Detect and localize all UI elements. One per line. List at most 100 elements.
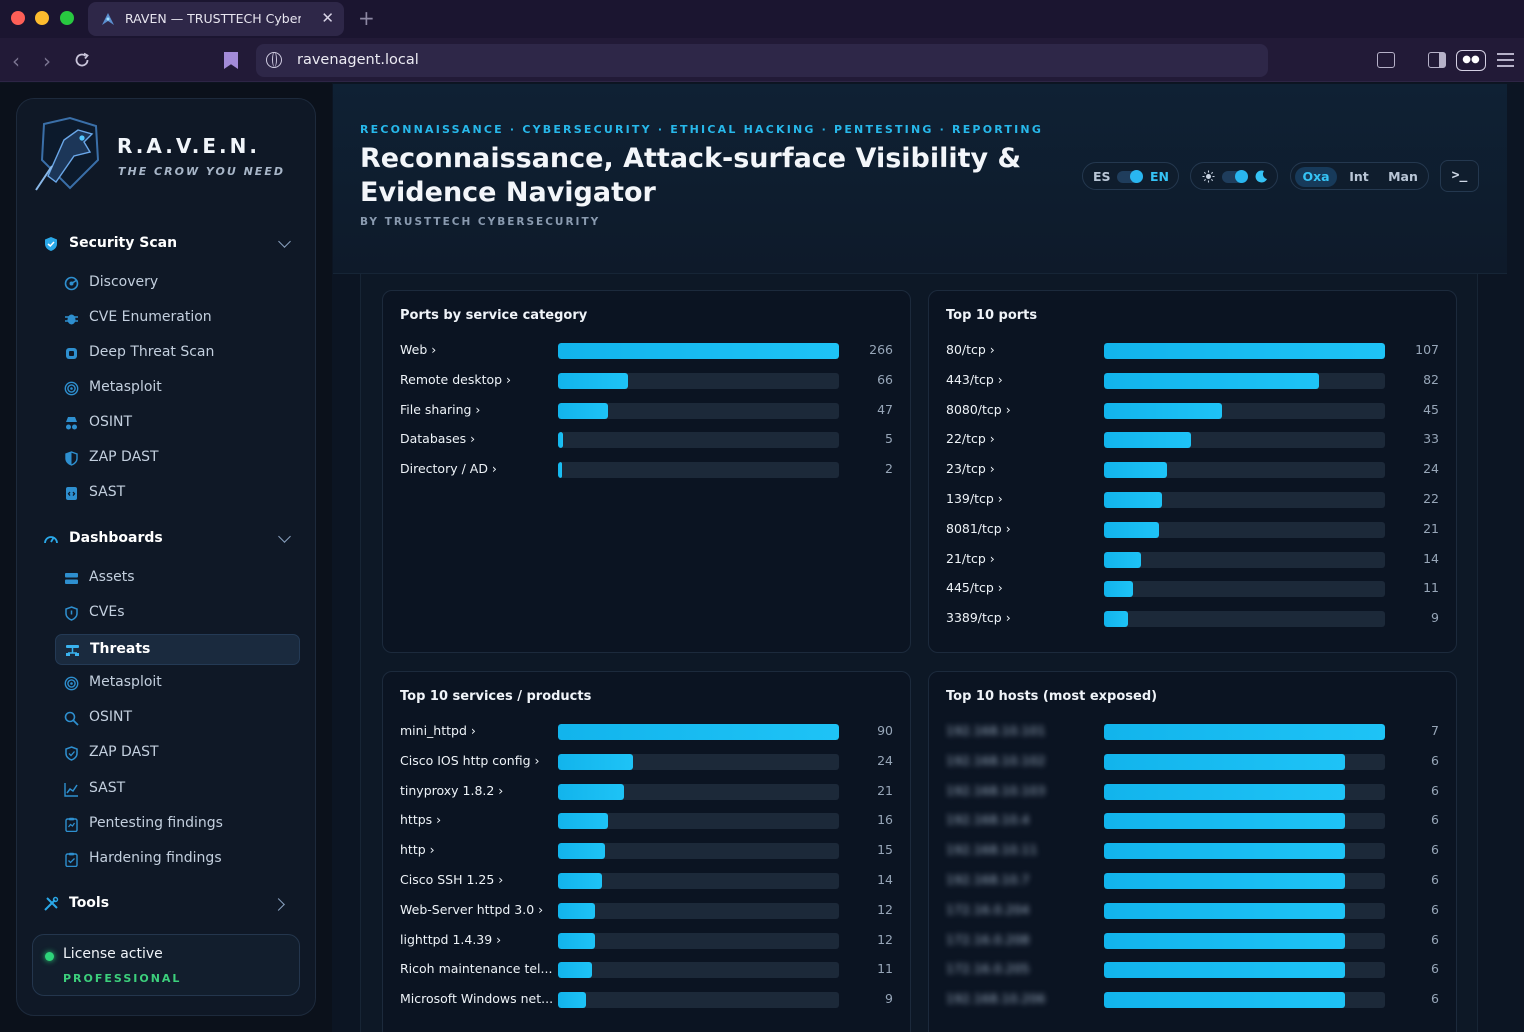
address-bar[interactable]: ravenagent.local — [256, 44, 1268, 77]
bar-label[interactable]: tinyproxy 1.8.2 › — [400, 782, 504, 798]
mode-selector[interactable]: Oxa Int Man — [1290, 162, 1429, 190]
sidebar-item-metasploit-dashboard[interactable]: Metasploit — [55, 668, 300, 699]
bar-row[interactable]: 172.16.0.208 6 — [929, 931, 1456, 951]
theme-toggle[interactable] — [1190, 162, 1278, 190]
bar-row[interactable]: Ricoh maintenance tel... › 11 — [383, 960, 910, 980]
sidebar-item-hardening-findings[interactable]: Hardening findings — [55, 844, 300, 875]
bar-label[interactable]: Ricoh maintenance tel... › — [400, 961, 554, 977]
bar-row[interactable]: Directory / AD › 2 — [383, 460, 910, 480]
back-icon[interactable]: ‹ — [12, 49, 20, 73]
sidebar-item-zap-dast-dashboard[interactable]: ZAP DAST — [55, 738, 300, 769]
reader-view-icon[interactable] — [1377, 52, 1395, 68]
bar-label[interactable]: 445/tcp › — [946, 580, 1003, 596]
bar-row[interactable]: 22/tcp › 33 — [929, 430, 1456, 450]
sidebar-item-pentesting-findings[interactable]: Pentesting findings — [55, 809, 300, 840]
bar-label[interactable]: File sharing › — [400, 401, 481, 417]
forward-icon[interactable]: › — [43, 49, 51, 73]
bar-row[interactable]: https › 16 — [383, 811, 910, 831]
sidebar-item-osint[interactable]: OSINT — [55, 408, 300, 439]
bar-label[interactable]: Web › — [400, 342, 437, 357]
bar-row[interactable]: 172.16.0.205 6 — [929, 960, 1456, 980]
redacted-host-label[interactable]: 192.168.10.7 — [946, 872, 1030, 887]
bar-row[interactable]: File sharing › 47 — [383, 401, 910, 421]
bar-row[interactable]: Cisco IOS http config › 24 — [383, 752, 910, 772]
lang-es-label[interactable]: ES — [1093, 169, 1111, 184]
bar-row[interactable]: 23/tcp › 24 — [929, 460, 1456, 480]
terminal-button[interactable]: >_ — [1440, 160, 1479, 192]
bar-row[interactable]: 192.168.10.4 6 — [929, 811, 1456, 831]
sidebar-item-zap-dast[interactable]: ZAP DAST — [55, 443, 300, 474]
bar-row[interactable]: 192.168.10.7 6 — [929, 871, 1456, 891]
chevron-right-icon[interactable] — [272, 898, 285, 911]
bar-label[interactable]: 21/tcp › — [946, 550, 995, 566]
bar-label[interactable]: mini_httpd › — [400, 723, 476, 738]
bar-label[interactable]: Cisco SSH 1.25 › — [400, 872, 504, 887]
bar-row[interactable]: tinyproxy 1.8.2 › 21 — [383, 782, 910, 802]
redacted-host-label[interactable]: 192.168.10.4 — [946, 812, 1030, 828]
bar-row[interactable]: Web › 266 — [383, 341, 910, 361]
sidebar-item-assets[interactable]: Assets — [55, 563, 300, 594]
bar-label[interactable]: http › — [400, 842, 435, 858]
browser-menu-icon[interactable] — [1497, 53, 1514, 67]
bar-row[interactable]: 192.168.10.101 7 — [929, 722, 1456, 742]
section-security-scan[interactable]: Security Scan — [43, 234, 293, 256]
browser-tab[interactable]: RAVEN — TRUSTTECH Cybers ✕ — [88, 2, 344, 36]
bar-label[interactable]: Microsoft Windows net... › — [400, 991, 554, 1007]
bar-row[interactable]: Cisco SSH 1.25 › 14 — [383, 871, 910, 891]
bar-row[interactable]: 192.168.10.102 6 — [929, 752, 1456, 772]
bar-row[interactable]: 80/tcp › 107 — [929, 341, 1456, 361]
redacted-host-label[interactable]: 172.16.0.205 — [946, 961, 1030, 977]
bar-row[interactable]: 445/tcp › 11 — [929, 579, 1456, 599]
mode-int-button[interactable]: Int — [1349, 169, 1369, 184]
bar-row[interactable]: 3389/tcp › 9 — [929, 609, 1456, 629]
language-toggle[interactable]: ES EN — [1082, 162, 1179, 190]
sun-icon[interactable] — [1202, 170, 1215, 183]
minimize-window-button[interactable] — [35, 11, 49, 25]
section-tools[interactable]: Tools — [43, 894, 293, 916]
bar-row[interactable]: 8081/tcp › 21 — [929, 520, 1456, 540]
redacted-host-label[interactable]: 192.168.10.102 — [946, 752, 1046, 768]
bar-row[interactable]: 192.168.10.103 6 — [929, 782, 1456, 802]
bar-label[interactable]: 3389/tcp › — [946, 610, 1011, 626]
bar-label[interactable]: Web-Server httpd 3.0 › — [400, 901, 544, 917]
bar-label[interactable]: 139/tcp › — [946, 491, 1003, 506]
sidebar-item-threats[interactable]: Threats — [55, 634, 300, 665]
bar-row[interactable]: 192.168.10.11 6 — [929, 841, 1456, 861]
language-switch[interactable] — [1117, 170, 1143, 183]
redacted-host-label[interactable]: 192.168.10.206 — [946, 991, 1046, 1007]
bar-label[interactable]: 443/tcp › — [946, 371, 1003, 387]
redacted-host-label[interactable]: 192.168.10.101 — [946, 723, 1046, 738]
bar-row[interactable]: 443/tcp › 82 — [929, 371, 1456, 391]
bar-label[interactable]: 22/tcp › — [946, 431, 995, 447]
bookmark-icon[interactable] — [224, 52, 238, 69]
chevron-down-icon[interactable] — [278, 235, 291, 248]
sidebar-item-discovery[interactable]: Discovery — [55, 268, 300, 299]
sidebar-item-osint-dashboard[interactable]: OSINT — [55, 703, 300, 734]
bar-label[interactable]: 8080/tcp › — [946, 401, 1011, 417]
close-window-button[interactable] — [11, 11, 25, 25]
section-dashboards[interactable]: Dashboards — [43, 529, 293, 551]
bar-row[interactable]: 172.16.0.204 6 — [929, 901, 1456, 921]
redacted-host-label[interactable]: 192.168.10.103 — [946, 782, 1046, 798]
maximize-window-button[interactable] — [60, 11, 74, 25]
sidebar-item-cves[interactable]: CVEs — [55, 598, 300, 629]
mode-oxa-button[interactable]: Oxa — [1295, 167, 1337, 187]
bar-label[interactable]: Directory / AD › — [400, 461, 497, 477]
bar-label[interactable]: Cisco IOS http config › — [400, 752, 540, 768]
moon-icon[interactable] — [1255, 170, 1268, 183]
bar-label[interactable]: 23/tcp › — [946, 461, 995, 477]
mode-man-button[interactable]: Man — [1388, 169, 1418, 184]
sidebar-item-deep-threat-scan[interactable]: Deep Threat Scan — [55, 338, 300, 369]
bar-label[interactable]: 80/tcp › — [946, 342, 995, 357]
bar-row[interactable]: lighttpd 1.4.39 › 12 — [383, 931, 910, 951]
extension-icon[interactable]: ●● — [1456, 50, 1486, 71]
bar-row[interactable]: 8080/tcp › 45 — [929, 401, 1456, 421]
sidebar-item-cve-enumeration[interactable]: CVE Enumeration — [55, 303, 300, 334]
bar-row[interactable]: Remote desktop › 66 — [383, 371, 910, 391]
sidebar-item-sast-dashboard[interactable]: SAST — [55, 774, 300, 805]
chevron-down-icon[interactable] — [278, 530, 291, 543]
bar-row[interactable]: 21/tcp › 14 — [929, 550, 1456, 570]
bar-label[interactable]: lighttpd 1.4.39 › — [400, 931, 502, 947]
close-tab-icon[interactable]: ✕ — [321, 9, 334, 27]
redacted-host-label[interactable]: 172.16.0.204 — [946, 901, 1030, 917]
